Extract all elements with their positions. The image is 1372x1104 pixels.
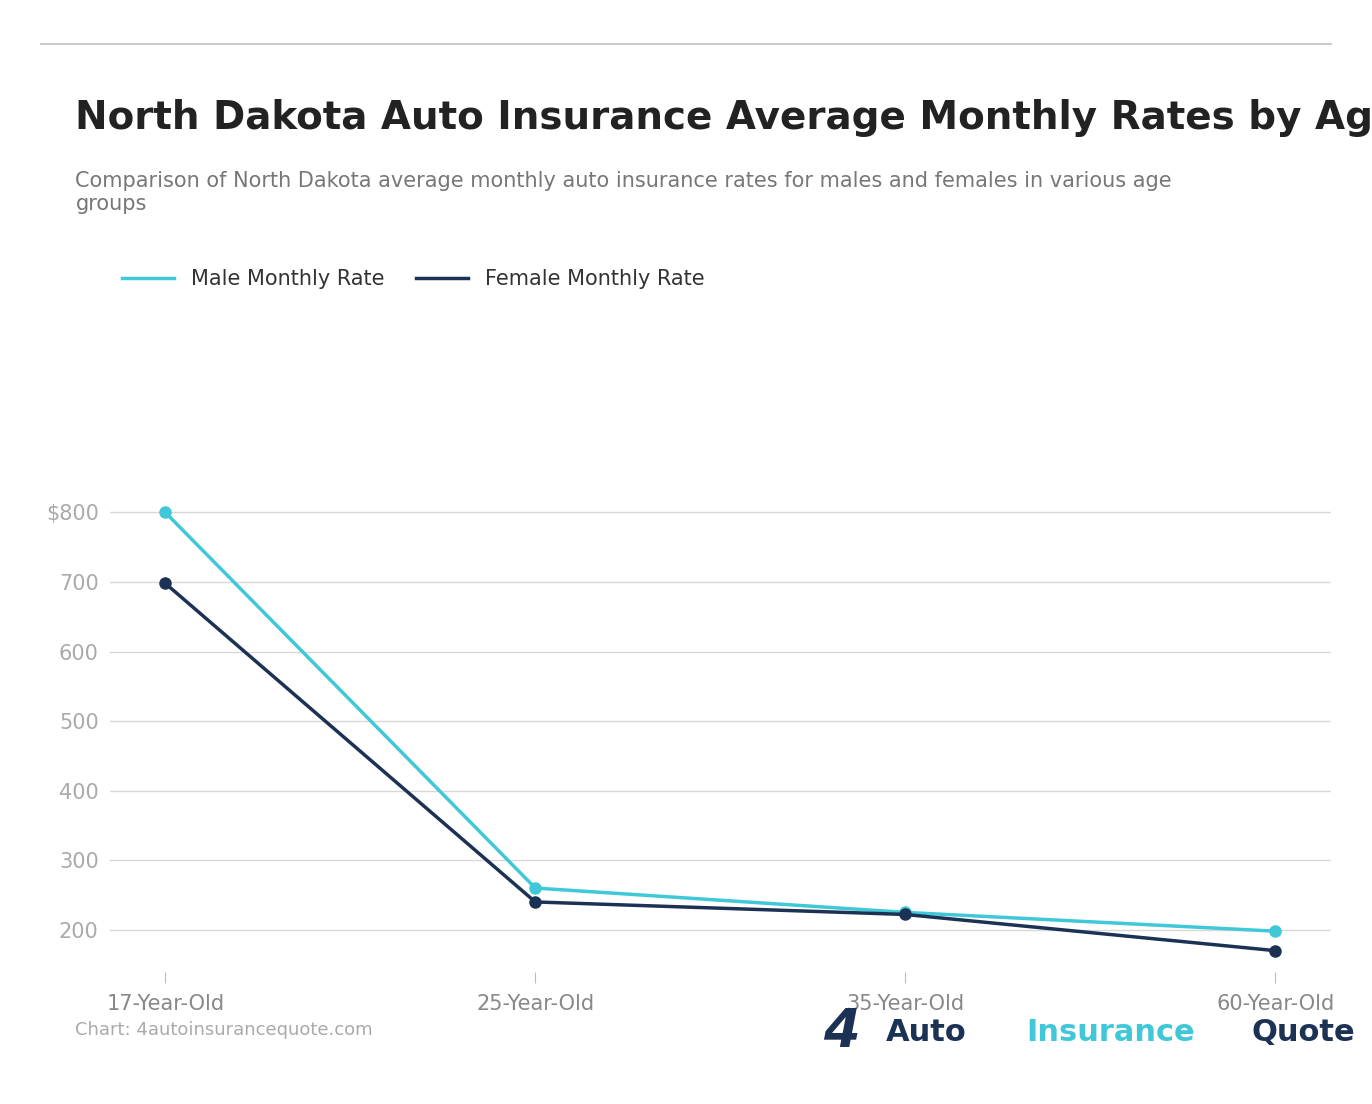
Legend: Male Monthly Rate, Female Monthly Rate: Male Monthly Rate, Female Monthly Rate [114,261,712,297]
Text: Chart: 4autoinsurancequote.com: Chart: 4autoinsurancequote.com [75,1021,373,1039]
Text: North Dakota Auto Insurance Average Monthly Rates by Age & Gender: North Dakota Auto Insurance Average Mont… [75,99,1372,137]
Text: Quote: Quote [1251,1018,1356,1047]
Text: Comparison of North Dakota average monthly auto insurance rates for males and fe: Comparison of North Dakota average month… [75,171,1172,214]
Text: 4: 4 [823,1006,860,1059]
Text: Insurance: Insurance [1026,1018,1195,1047]
Text: Auto: Auto [886,1018,967,1047]
